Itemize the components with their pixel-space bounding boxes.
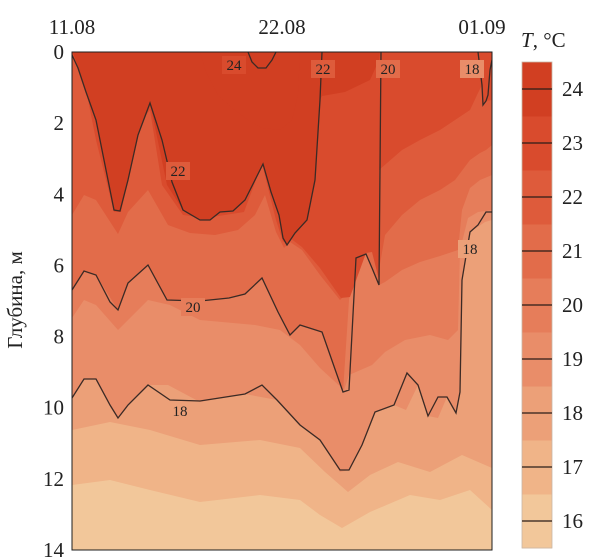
y-tick-2: 2 bbox=[54, 111, 65, 135]
colorbar-tick-label-18: 18 bbox=[562, 401, 583, 425]
contour-label-20: 20 bbox=[186, 300, 201, 316]
colorbar-tick-label-16: 16 bbox=[562, 509, 583, 533]
y-tick-12: 12 bbox=[43, 467, 64, 491]
contour-label-20-top: 20 bbox=[381, 62, 396, 78]
contour-22-line bbox=[72, 52, 323, 247]
contour-label-22-a: 22 bbox=[171, 164, 186, 180]
contour-18-line bbox=[72, 211, 492, 471]
x-tick-1: 22.08 bbox=[258, 15, 305, 39]
colorbar-tick-label-17: 17 bbox=[562, 455, 583, 479]
contour-20-line bbox=[72, 52, 382, 393]
colorbar-title: T, °C bbox=[521, 28, 566, 52]
contour-label-24: 24 bbox=[227, 58, 243, 74]
plot-frame bbox=[71, 51, 493, 551]
colorbar-tick-label-21: 21 bbox=[562, 239, 583, 263]
colorbar-tick-label-22: 22 bbox=[562, 185, 583, 209]
contour-label-22-b: 22 bbox=[316, 62, 331, 78]
colorbar-tick-label-20: 20 bbox=[562, 293, 583, 317]
band-24 bbox=[72, 52, 380, 245]
y-tick-8: 8 bbox=[54, 325, 65, 349]
y-tick-4: 4 bbox=[54, 182, 65, 206]
contour-lines bbox=[72, 52, 492, 471]
y-tick-14: 14 bbox=[43, 538, 65, 559]
x-axis: 11.08 22.08 01.09 bbox=[49, 15, 506, 39]
contour-label-18-top: 18 bbox=[465, 62, 480, 78]
colorbar: T, °C 16 17 18 19 20 21 22 23 24 bbox=[521, 28, 584, 549]
y-tick-6: 6 bbox=[54, 253, 65, 277]
y-tick-0: 0 bbox=[54, 40, 65, 64]
colorbar-tick-label-23: 23 bbox=[562, 131, 583, 155]
contour-label-18: 18 bbox=[173, 404, 188, 420]
colorbar-tick-label-19: 19 bbox=[562, 347, 583, 371]
contour-label-18-right: 18 bbox=[463, 242, 478, 258]
x-tick-2: 01.09 bbox=[458, 15, 505, 39]
y-tick-10: 10 bbox=[43, 396, 64, 420]
contour-labels: 24 22 20 22 18 20 18 18 bbox=[166, 56, 484, 420]
temperature-bands bbox=[72, 52, 492, 550]
colorbar-tick-label-24: 24 bbox=[562, 77, 584, 101]
y-axis-label: Глубина, м bbox=[3, 251, 27, 349]
y-axis: 0 2 4 6 8 10 12 14 bbox=[43, 40, 65, 559]
contour-18-right-line bbox=[477, 52, 492, 107]
x-tick-0: 11.08 bbox=[49, 15, 95, 39]
contour-24-line bbox=[247, 52, 277, 69]
